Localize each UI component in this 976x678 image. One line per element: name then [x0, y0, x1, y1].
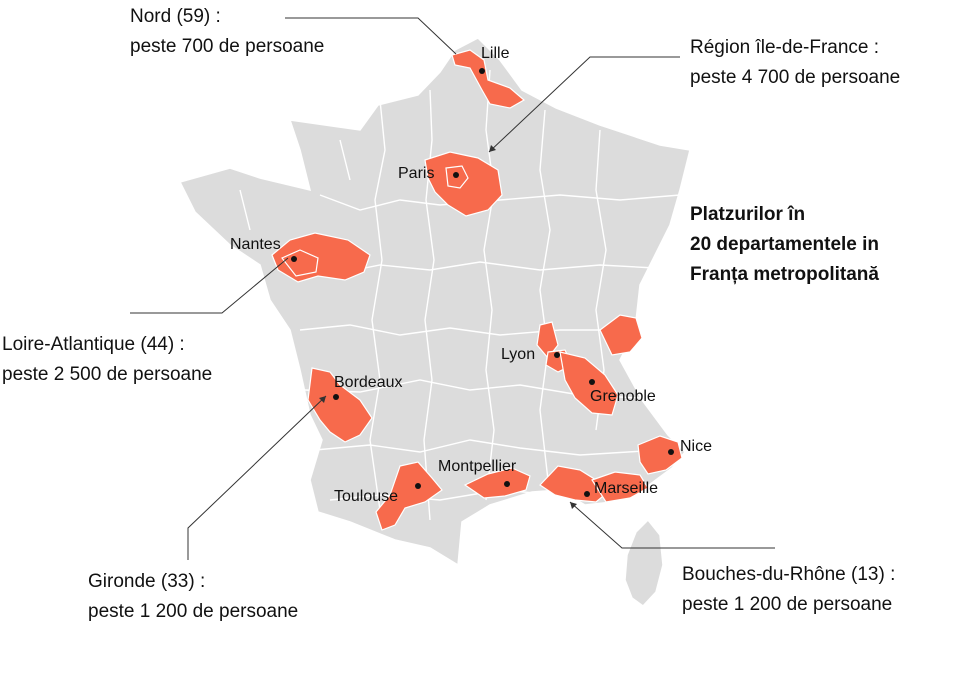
callout-loire-line2: peste 2 500 de persoane — [2, 364, 213, 385]
city-dot-nice — [668, 449, 674, 455]
callout-bdr-line2: peste 1 200 de persoane — [682, 594, 893, 615]
city-label-toulouse: Toulouse — [334, 488, 399, 505]
map-title-line2: 20 departamentele in — [690, 234, 880, 255]
dept-alpes-maritimes — [637, 435, 683, 475]
callout-bouches-du-rhone: Bouches-du-Rhône (13) : peste 1 200 de p… — [682, 560, 895, 620]
city-dots — [291, 68, 674, 497]
highlighted-departments — [271, 49, 683, 531]
arrow-idf — [489, 145, 496, 152]
callout-nord: Nord (59) : peste 700 de persoane — [130, 2, 324, 62]
dept-loire-atlantique-west — [281, 249, 319, 277]
callout-idf-line2: peste 4 700 de persoane — [690, 67, 901, 88]
dept-isere — [559, 351, 619, 416]
dept-herault — [463, 467, 531, 499]
dept-haute-savoie — [599, 314, 643, 356]
dept-haute-garonne — [375, 461, 443, 531]
map-title-line1: Platzurilor în — [690, 204, 806, 225]
arrow-gironde — [319, 396, 326, 403]
callout-loire-atlantique: Loire-Atlantique (44) : peste 2 500 de p… — [2, 330, 212, 390]
arrow-bdr — [570, 502, 577, 509]
city-dot-lille — [479, 68, 485, 74]
map-title-line3: Franța metropolitană — [690, 264, 879, 285]
leader-lines — [130, 17, 775, 560]
leader-arrowheads — [319, 145, 577, 509]
callout-bdr-line1: Bouches-du-Rhône (13) : — [682, 564, 896, 585]
leader-loire — [130, 257, 289, 314]
city-label-paris: Paris — [398, 165, 435, 182]
city-label-nice: Nice — [680, 438, 713, 455]
city-label-lyon: Lyon — [501, 346, 536, 363]
callout-gironde: Gironde (33) : peste 1 200 de persoane — [88, 567, 298, 627]
dept-gironde — [307, 367, 373, 443]
city-dot-montpellier — [504, 481, 510, 487]
leader-idf — [488, 56, 680, 153]
callout-nord-line2: peste 700 de persoane — [130, 36, 325, 57]
city-label-lille: Lille — [481, 45, 510, 62]
map-title: Platzurilor în 20 departamentele in Fran… — [690, 200, 879, 290]
city-label-bordeaux: Bordeaux — [334, 374, 403, 391]
callout-idf-line1: Région île-de-France : — [690, 37, 880, 58]
city-dot-toulouse — [415, 483, 421, 489]
city-label-nantes: Nantes — [230, 236, 281, 253]
callout-nord-line1: Nord (59) : — [130, 6, 221, 27]
leader-nord — [285, 17, 457, 55]
corsica — [624, 518, 664, 607]
dept-var — [591, 471, 649, 503]
city-dot-nantes — [291, 256, 297, 262]
callout-gironde-line1: Gironde (33) : — [88, 571, 206, 592]
city-label-montpellier: Montpellier — [438, 458, 517, 475]
callout-loire-line1: Loire-Atlantique (44) : — [2, 334, 185, 355]
city-dot-lyon — [554, 352, 560, 358]
city-label-marseille: Marseille — [594, 480, 659, 497]
city-dot-marseille — [584, 491, 590, 497]
city-label-grenoble: Grenoble — [590, 388, 656, 405]
city-dot-paris — [453, 172, 459, 178]
leader-gironde — [187, 395, 327, 560]
france-mainland — [178, 37, 691, 567]
callout-gironde-line2: peste 1 200 de persoane — [88, 601, 299, 622]
callout-ile-de-france: Région île-de-France : peste 4 700 de pe… — [690, 33, 900, 93]
dept-nord — [451, 49, 526, 109]
city-dot-bordeaux — [333, 394, 339, 400]
leader-bdr — [569, 501, 775, 549]
city-dot-grenoble — [589, 379, 595, 385]
